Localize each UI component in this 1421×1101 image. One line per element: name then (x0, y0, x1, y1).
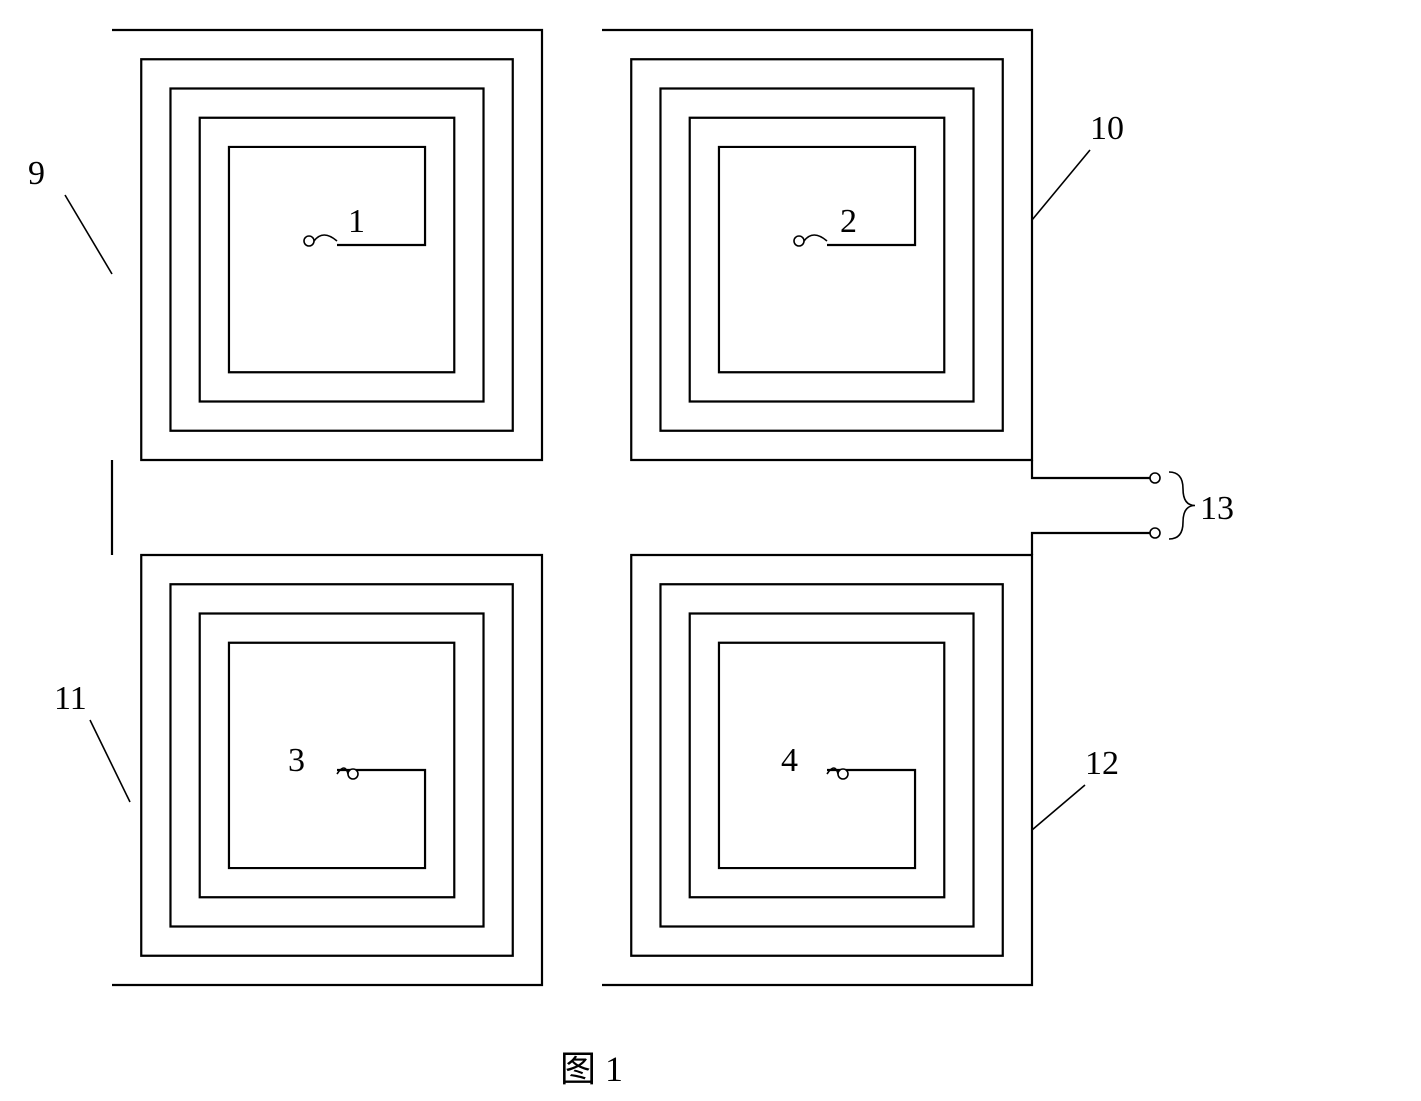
figure-caption: 图 1 (560, 1040, 623, 1092)
label-10: 10 (1090, 110, 1124, 148)
label-13: 13 (1200, 490, 1234, 528)
diagram-svg (0, 0, 1421, 1096)
label-4: 4 (781, 742, 798, 780)
label-9: 9 (28, 155, 45, 193)
label-2: 2 (840, 203, 857, 241)
figure-canvas: 1 2 3 4 9 10 11 12 13 图 1 (0, 0, 1421, 1096)
label-3: 3 (288, 742, 305, 780)
label-11: 11 (54, 680, 87, 718)
label-1: 1 (348, 203, 365, 241)
label-12: 12 (1085, 745, 1119, 783)
